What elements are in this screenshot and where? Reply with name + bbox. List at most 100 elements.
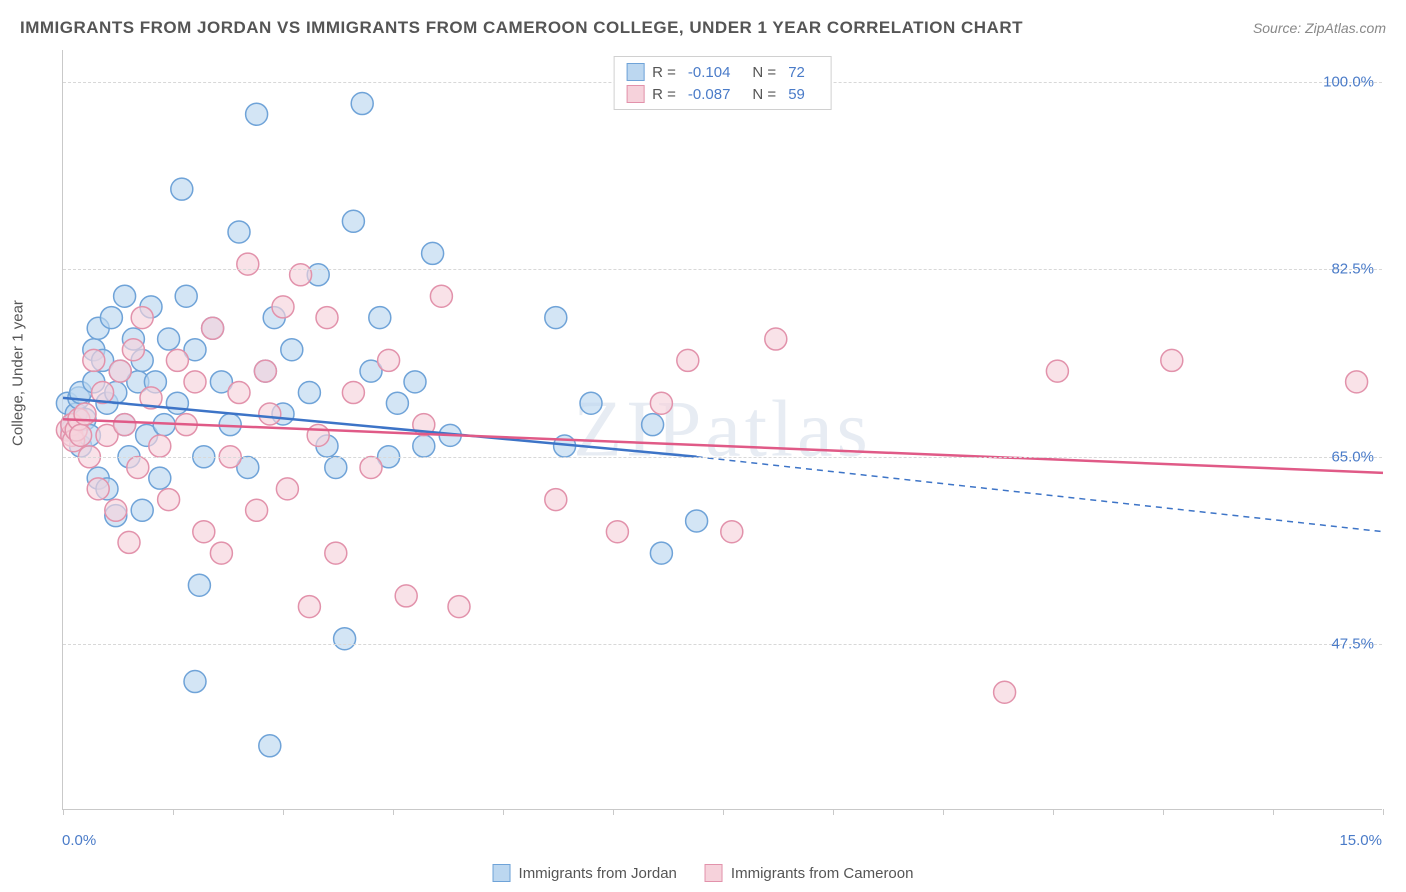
data-point: [193, 521, 215, 543]
series-name-jordan: Immigrants from Jordan: [519, 865, 677, 882]
data-point: [184, 371, 206, 393]
data-point: [246, 499, 268, 521]
data-point: [298, 382, 320, 404]
legend-row-jordan: R = -0.104 N = 72: [626, 61, 819, 83]
r-label: R =: [652, 86, 676, 103]
data-point: [413, 435, 435, 457]
swatch-cameroon: [705, 864, 723, 882]
x-min-label: 0.0%: [62, 832, 96, 849]
chart-title: IMMIGRANTS FROM JORDAN VS IMMIGRANTS FRO…: [20, 18, 1023, 38]
data-point: [606, 521, 628, 543]
source-attribution: Source: ZipAtlas.com: [1253, 20, 1386, 36]
data-point: [114, 414, 136, 436]
data-point: [386, 392, 408, 414]
data-point: [686, 510, 708, 532]
data-point: [342, 382, 364, 404]
scatter-plot-svg: [63, 50, 1382, 809]
data-point: [360, 456, 382, 478]
plot-area: ZIPatlas R = -0.104 N = 72 R = -0.087 N …: [62, 50, 1382, 810]
data-point: [87, 478, 109, 500]
data-point: [149, 467, 171, 489]
data-point: [281, 339, 303, 361]
data-point: [105, 499, 127, 521]
data-point: [650, 392, 672, 414]
data-point: [114, 285, 136, 307]
data-point: [83, 349, 105, 371]
data-point: [259, 735, 281, 757]
data-point: [171, 178, 193, 200]
data-point: [259, 403, 281, 425]
data-point: [118, 531, 140, 553]
n-label: N =: [752, 64, 776, 81]
data-point: [721, 521, 743, 543]
data-point: [131, 499, 153, 521]
data-point: [175, 285, 197, 307]
data-point: [298, 596, 320, 618]
correlation-legend: R = -0.104 N = 72 R = -0.087 N = 59: [613, 56, 832, 110]
swatch-jordan: [493, 864, 511, 882]
data-point: [325, 542, 347, 564]
data-point: [122, 339, 144, 361]
data-point: [404, 371, 426, 393]
data-point: [765, 328, 787, 350]
data-point: [307, 424, 329, 446]
data-point: [369, 307, 391, 329]
r-value-jordan: -0.104: [688, 64, 731, 81]
data-point: [109, 360, 131, 382]
n-label: N =: [752, 86, 776, 103]
data-point: [188, 574, 210, 596]
trend-line: [63, 419, 1383, 473]
data-point: [210, 542, 232, 564]
data-point: [158, 489, 180, 511]
data-point: [642, 414, 664, 436]
data-point: [228, 382, 250, 404]
data-point: [246, 103, 268, 125]
y-tick-label: 82.5%: [1331, 261, 1374, 278]
data-point: [70, 424, 92, 446]
data-point: [545, 489, 567, 511]
data-point: [100, 307, 122, 329]
data-point: [1346, 371, 1368, 393]
r-value-cameroon: -0.087: [688, 86, 731, 103]
data-point: [254, 360, 276, 382]
data-point: [334, 628, 356, 650]
data-point: [131, 307, 153, 329]
data-point: [272, 296, 294, 318]
r-label: R =: [652, 64, 676, 81]
y-tick-label: 65.0%: [1331, 448, 1374, 465]
data-point: [378, 349, 400, 371]
data-point: [994, 681, 1016, 703]
data-point: [276, 478, 298, 500]
data-point: [545, 307, 567, 329]
data-point: [580, 392, 602, 414]
data-point: [127, 456, 149, 478]
data-point: [1161, 349, 1183, 371]
data-point: [184, 671, 206, 693]
legend-item-jordan: Immigrants from Jordan: [493, 864, 677, 882]
data-point: [448, 596, 470, 618]
data-point: [237, 253, 259, 275]
y-tick-label: 100.0%: [1323, 74, 1374, 91]
data-point: [422, 242, 444, 264]
data-point: [316, 307, 338, 329]
data-point: [228, 221, 250, 243]
n-value-cameroon: 59: [788, 86, 805, 103]
data-point: [166, 392, 188, 414]
swatch-jordan: [626, 63, 644, 81]
y-axis-title: College, Under 1 year: [10, 300, 27, 446]
data-point: [395, 585, 417, 607]
data-point: [342, 210, 364, 232]
data-point: [166, 349, 188, 371]
swatch-cameroon: [626, 85, 644, 103]
data-point: [158, 328, 180, 350]
legend-row-cameroon: R = -0.087 N = 59: [626, 83, 819, 105]
data-point: [202, 317, 224, 339]
legend-item-cameroon: Immigrants from Cameroon: [705, 864, 914, 882]
data-point: [677, 349, 699, 371]
n-value-jordan: 72: [788, 64, 805, 81]
data-point: [1046, 360, 1068, 382]
data-point: [325, 456, 347, 478]
data-point: [149, 435, 171, 457]
data-point: [650, 542, 672, 564]
y-tick-label: 47.5%: [1331, 636, 1374, 653]
